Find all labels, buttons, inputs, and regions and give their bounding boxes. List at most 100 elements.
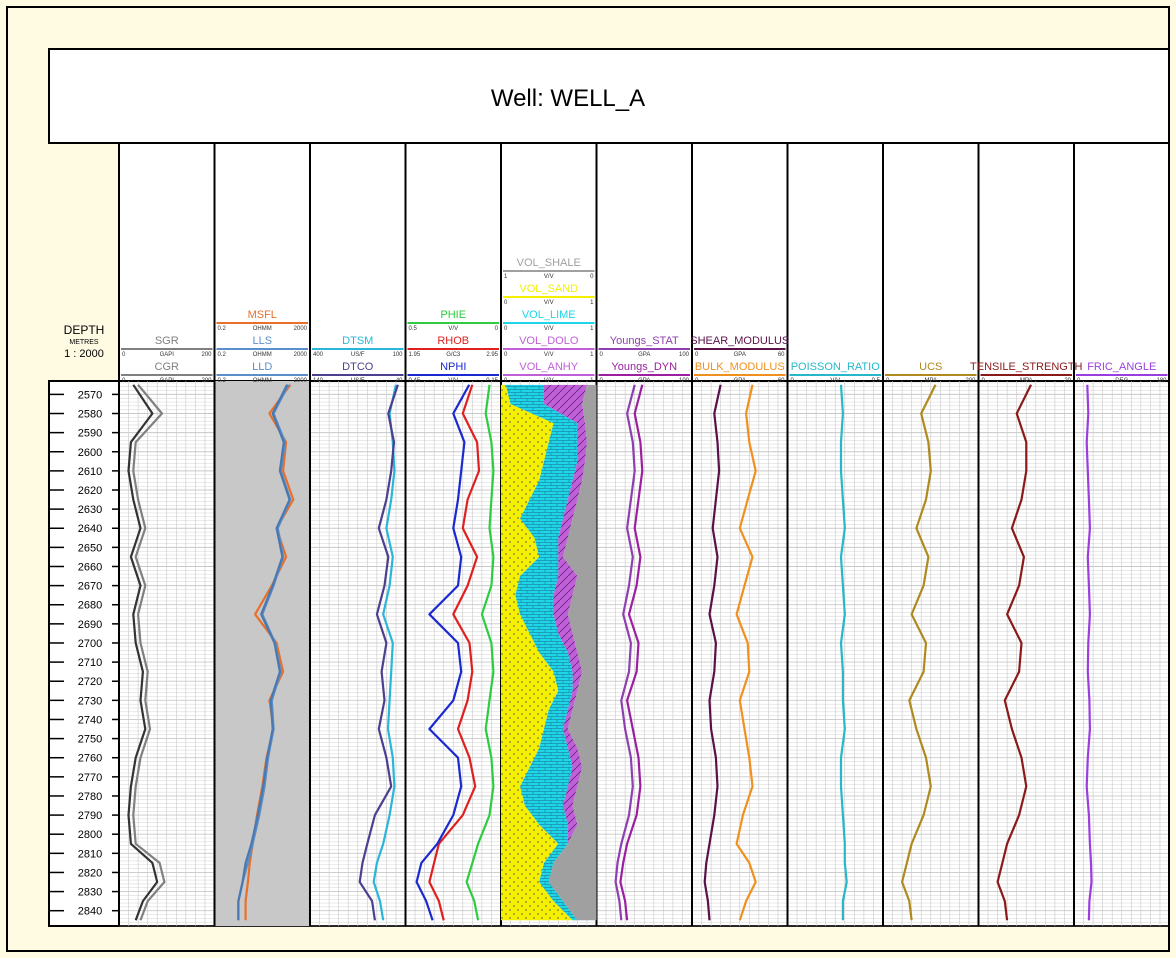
scale-unit: MPA [1020,378,1033,384]
tracks-layer [118,143,1168,927]
scale-max: 1 [590,326,594,332]
scale-unit: V/V [544,274,554,280]
scale-max: 1 [590,352,594,358]
scale-max: -0.15 [484,378,498,384]
curve-name: Youngs_STAT [610,335,679,347]
curve-name: VOL_LIME [522,309,576,321]
scale-min: 0 [504,300,508,306]
track-header-litho: VOL_SHALE 1 V/V 0 VOL_SAND 0 V/V 1 VOL_LIME 0 V/V 1… [503,257,595,384]
scale-unit: OHMM [253,326,272,332]
scale-unit: DEG [1115,378,1128,384]
depth-track-area [48,380,120,927]
curve-tensile_strength [996,384,1032,921]
curve-name: LLS [252,335,272,347]
depth-tick-label: 2570 [78,389,102,401]
curve-youngs_dyn [619,384,644,921]
curve-cgr [127,384,159,921]
depth-tick-label: 2600 [78,447,102,459]
curve-name: RHOB [437,335,469,347]
curve-name: VOL_ANHY [519,361,578,373]
scale-unit: OHMM [253,352,272,358]
scale-unit: GPA [734,378,746,384]
scale-min: 0 [1077,378,1081,384]
scale-unit: GAPI [160,352,175,358]
curve-ucs [900,384,937,921]
scale-max: 60 [778,378,785,384]
chart-title: Well: WELL_A [491,85,645,112]
lime-fill [505,384,578,921]
curve-rhob [428,384,481,921]
track-header-poro: PHIE 0.5 V/V 0 RHOB 1.95 G/C3 2.95 NPHI 0.45 V/V -0… [407,309,499,384]
scale-unit: V/V [448,378,458,384]
curve-name: UCS [919,361,942,373]
track-header-sonic: DTSM 400 US/F 100 DTCO 140 US/F 40 [312,335,404,384]
scale-unit: V/V [544,378,554,384]
curve-msfl [244,384,295,921]
depth-tick-label: 2830 [78,887,102,899]
scale-max: 0 [590,274,594,280]
curve-lld [237,384,291,921]
scale-max: 100 [679,352,690,358]
scale-unit: V/V [544,326,554,332]
depth-tick-label: 2630 [78,504,102,516]
track-header-fric: FRIC_ANGLE 0 DEG 180 [1076,361,1168,384]
depth-scale: 1 : 2000 [64,348,104,360]
curve-name: VOL_SAND [519,283,578,295]
track-youngs [595,143,692,927]
depth-tick-label: 2690 [78,619,102,631]
scale-min: 0 [600,378,604,384]
curve-name: CGR [155,361,180,373]
curve-name: VOL_DOLO [519,335,579,347]
curve-nphi [415,384,471,921]
scale-max: 20 [1064,378,1071,384]
scale-unit: GPA [638,352,650,358]
depth-tick-label: 2720 [78,676,102,688]
title-box [48,48,1168,144]
scale-max: 180 [1156,378,1167,384]
depth-tick-label: 2820 [78,867,102,879]
depth-tick-label: 2670 [78,581,102,593]
scale-max: 2000 [294,326,308,332]
depth-tick-label: 2680 [78,600,102,612]
scale-unit: G/C3 [446,352,461,358]
scale-max: 1 [590,300,594,306]
scale-min: 1 [504,274,508,280]
scale-max: 0 [495,326,499,332]
curve-name: DTCO [342,361,374,373]
curve-phie [465,384,495,921]
curve-name: SGR [155,335,179,347]
scale-min: 0 [695,378,699,384]
scale-max: 100 [679,378,690,384]
curve-name: FRIC_ANGLE [1087,361,1156,373]
curve-name: VOL_SHALE [517,257,581,269]
track-header-ucs: UCS 0 MPA 200 [885,361,977,384]
scale-min: 1.95 [409,352,421,358]
depth-units: METRES [69,339,99,346]
depth-axis: 2570 2580 2590 2600 2610 2620 2630 2640 2650 2660… [49,389,119,918]
depth-tick-label: 2730 [78,695,102,707]
scale-unit: V/V [544,352,554,358]
curve-name: POISSON_RATIO [791,361,880,373]
track-poisson [786,143,883,927]
scale-unit: GPA [734,352,746,358]
scale-unit: US/F [351,352,365,358]
curve-dtsm [372,384,397,921]
scale-min: 0.5 [409,326,418,332]
depth-tick-label: 2620 [78,485,102,497]
track-header-tensile: TENSILE_STRENGTH 0 MPA 20 [970,361,1083,384]
depth-tick-label: 2590 [78,428,102,440]
scale-unit: MPA [924,378,937,384]
scale-max: 1 [590,378,594,384]
scale-unit: OHMM [253,378,272,384]
scale-max: 2.95 [486,352,498,358]
scale-min: 0.2 [218,378,227,384]
scale-min: 140 [313,378,324,384]
scale-min: 0 [791,378,795,384]
scale-min: 0 [504,352,508,358]
scale-unit: V/V [830,378,840,384]
curve-poisson_ratio [839,384,848,921]
curve-name: BULK_MODULUS [695,361,785,373]
log-plot-frame: Well: WELL_A DEPTH METRES 1 : 2000 SGR 0 G… [6,6,1170,952]
